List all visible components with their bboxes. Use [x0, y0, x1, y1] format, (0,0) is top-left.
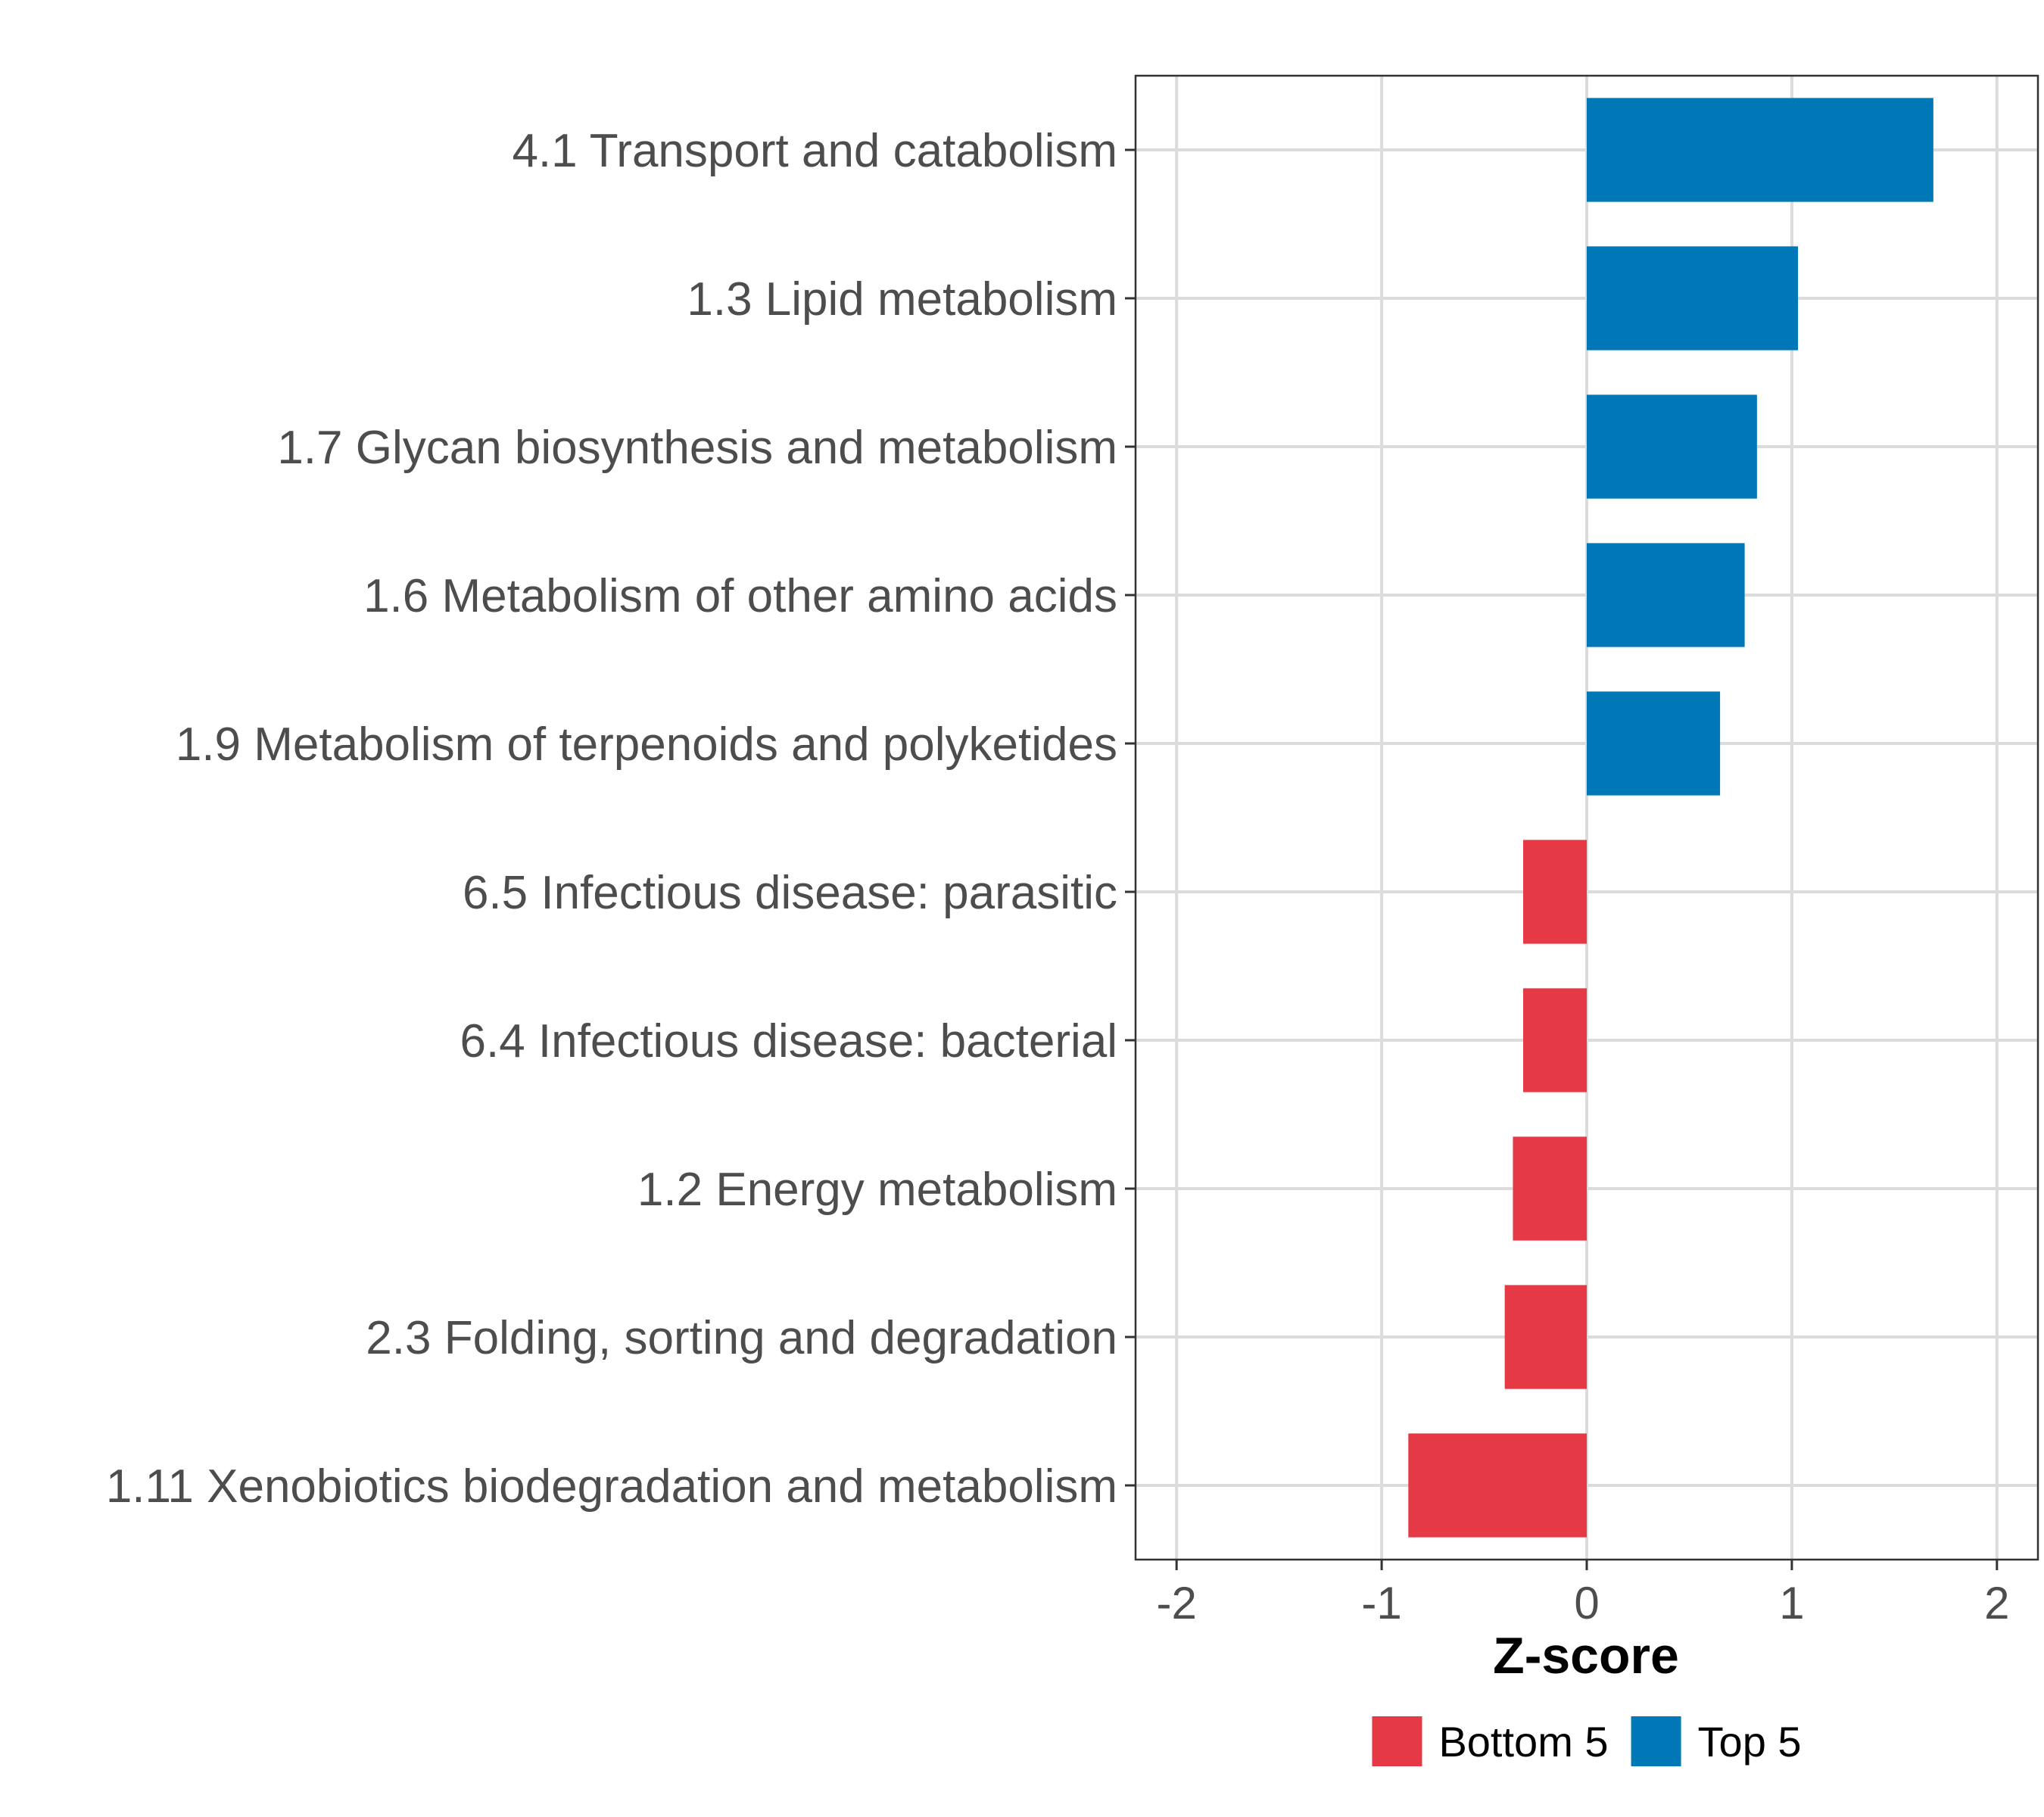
- y-tick-label: 2.3 Folding, sorting and degradation: [366, 1312, 1117, 1364]
- x-tick-label: 1: [1779, 1578, 1804, 1628]
- y-tick-label: 1.11 Xenobiotics biodegradation and meta…: [106, 1460, 1117, 1513]
- bars: [1408, 98, 1933, 1538]
- y-tick-label: 1.9 Metabolism of terpenoids and polyket…: [176, 718, 1117, 771]
- x-axis-title: Z-score: [1493, 1627, 1679, 1685]
- bar-10: [1408, 1433, 1587, 1538]
- bar-1: [1587, 98, 1933, 202]
- bar-4: [1587, 543, 1745, 647]
- bar-6: [1523, 840, 1587, 944]
- axes: 4.1 Transport and catabolism 1.3 Lipid me…: [106, 125, 2010, 1628]
- legend-label: Bottom 5: [1438, 1718, 1608, 1766]
- bar-3: [1587, 394, 1757, 499]
- x-tick-label: -1: [1361, 1578, 1401, 1628]
- x-tick-label: 2: [1984, 1578, 2009, 1628]
- legend: Bottom 5 Top 5: [1372, 1716, 1802, 1766]
- bar-8: [1513, 1136, 1587, 1241]
- legend-swatch: [1372, 1716, 1422, 1766]
- y-tick-label: 6.5 Infectious disease: parasitic: [463, 867, 1117, 919]
- bar-7: [1523, 988, 1587, 1092]
- x-tick-label: -2: [1157, 1578, 1197, 1628]
- y-tick-label: 4.1 Transport and catabolism: [512, 125, 1117, 177]
- legend-swatch: [1631, 1716, 1681, 1766]
- x-tick-label: 0: [1574, 1578, 1599, 1628]
- bar-9: [1504, 1285, 1587, 1389]
- y-tick-label: 1.3 Lipid metabolism: [687, 273, 1117, 326]
- y-tick-label: 1.6 Metabolism of other amino acids: [363, 570, 1117, 622]
- bar-2: [1587, 246, 1799, 351]
- bar-5: [1587, 691, 1721, 796]
- y-tick-label: 1.7 Glycan biosynthesis and metabolism: [277, 422, 1117, 474]
- legend-label: Top 5: [1698, 1718, 1802, 1766]
- y-tick-label: 6.4 Infectious disease: bacterial: [460, 1015, 1117, 1067]
- y-tick-label: 1.2 Energy metabolism: [637, 1164, 1117, 1216]
